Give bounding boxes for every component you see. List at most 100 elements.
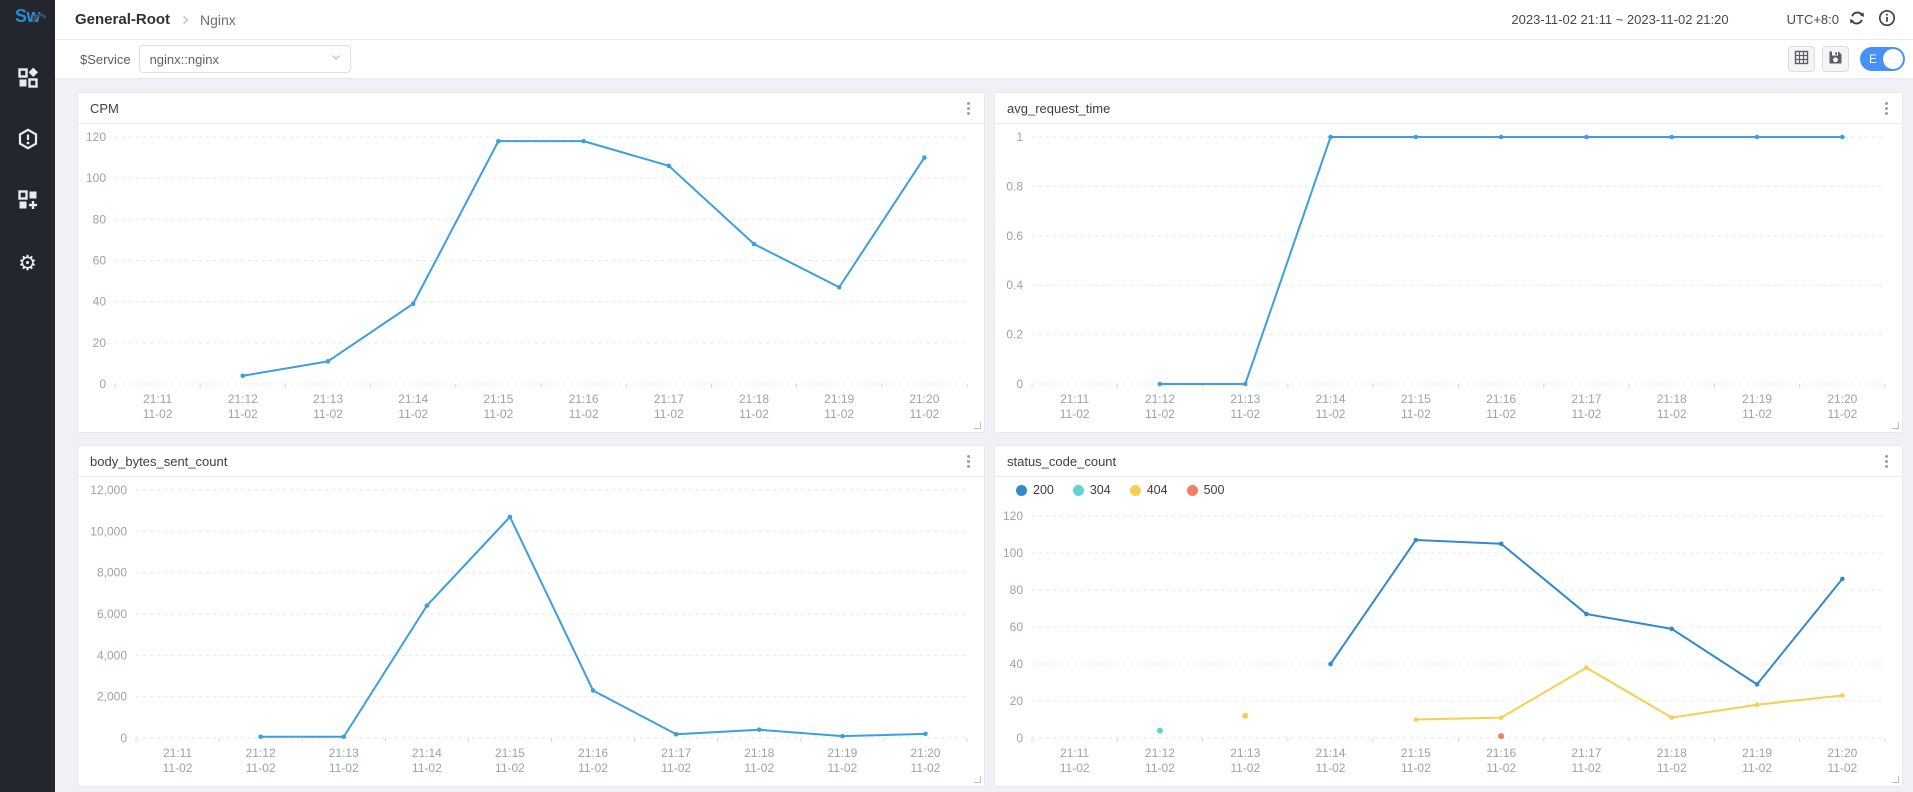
breadcrumb-root[interactable]: General-Root: [75, 11, 171, 28]
layout-grid-button[interactable]: [1788, 46, 1815, 72]
svg-text:11-02: 11-02: [412, 761, 442, 775]
svg-text:120: 120: [86, 130, 106, 144]
resize-handle[interactable]: [1892, 422, 1899, 429]
chart-status-code-count[interactable]: 0 20 40 60 80 100 120 21:11 11-02 21:12 11-02 21:13…: [995, 503, 1901, 785]
svg-text:21:11: 21:11: [143, 392, 172, 406]
legend-item-500[interactable]: 500: [1186, 483, 1225, 497]
grid-icon: [1794, 50, 1809, 68]
chart-body-bytes-sent-count[interactable]: 0 2,000 4,000 6,000 8,000 10,000 12,000 21:11 11…: [78, 477, 983, 785]
svg-text:1: 1: [1016, 130, 1023, 144]
svg-text:21:20: 21:20: [909, 392, 939, 406]
panel-menu-button[interactable]: [1881, 451, 1892, 472]
svg-text:6,000: 6,000: [97, 607, 127, 621]
info-icon: [1878, 9, 1896, 30]
svg-text:11-02: 11-02: [1827, 407, 1857, 421]
svg-text:10,000: 10,000: [90, 524, 127, 538]
time-range-picker[interactable]: 2023-11-02 21:11 ~ 2023-11-02 21:20: [1511, 12, 1729, 27]
sidebar-item-marketplace[interactable]: [0, 182, 55, 222]
svg-text:11-02: 11-02: [1230, 407, 1260, 421]
svg-text:11-02: 11-02: [1145, 761, 1175, 775]
svg-text:21:19: 21:19: [1742, 746, 1772, 760]
legend-label: 500: [1203, 483, 1225, 497]
legend-label: 200: [1033, 483, 1054, 497]
edit-mode-toggle[interactable]: E: [1860, 47, 1905, 71]
svg-text:0.6: 0.6: [1006, 229, 1023, 243]
info-button[interactable]: [1875, 8, 1899, 32]
svg-text:11-02: 11-02: [1657, 407, 1687, 421]
chart-cpm[interactable]: 0 20 40 60 80 100 120 21:11 11-02 21:12 11-02 21:13…: [78, 124, 983, 431]
svg-text:11-02: 11-02: [1145, 407, 1175, 421]
svg-text:11-02: 11-02: [163, 761, 193, 775]
sidebar-item-alerting[interactable]: [0, 121, 55, 161]
svg-text:21:14: 21:14: [412, 746, 442, 760]
resize-handle[interactable]: [1892, 776, 1899, 783]
svg-text:0: 0: [1016, 731, 1023, 745]
svg-text:21:11: 21:11: [1060, 392, 1089, 406]
svg-text:21:20: 21:20: [1827, 392, 1857, 406]
svg-text:11-02: 11-02: [1657, 761, 1687, 775]
svg-text:21:19: 21:19: [827, 746, 857, 760]
svg-text:21:18: 21:18: [1657, 392, 1687, 406]
chart-avg-request-time[interactable]: 0 0.2 0.4 0.6 0.8 1 21:11 11-02 21:12 11-02 21:13 1…: [995, 124, 1901, 431]
svg-text:0: 0: [120, 731, 127, 745]
svg-text:21:12: 21:12: [1145, 746, 1175, 760]
legend-item-200[interactable]: 200: [1016, 483, 1054, 497]
panel-menu-button[interactable]: [1881, 98, 1892, 119]
app-logo[interactable]: Sw: [0, 6, 55, 36]
svg-text:11-02: 11-02: [398, 407, 428, 421]
timezone-label[interactable]: UTC+8:0: [1786, 12, 1839, 27]
svg-text:12,000: 12,000: [90, 483, 127, 497]
resize-handle[interactable]: [974, 422, 981, 429]
svg-text:8,000: 8,000: [97, 566, 127, 580]
svg-text:0.8: 0.8: [1006, 179, 1023, 193]
svg-text:11-02: 11-02: [483, 407, 513, 421]
panel-menu-button[interactable]: [963, 98, 974, 119]
service-select[interactable]: nginx::nginx: [138, 45, 351, 73]
svg-text:11-02: 11-02: [329, 761, 359, 775]
panel-body-bytes-sent-count: body_bytes_sent_count 0 2,000 4,000 6,000 8,…: [77, 445, 985, 787]
svg-text:21:18: 21:18: [744, 746, 774, 760]
svg-text:21:17: 21:17: [1571, 746, 1601, 760]
svg-text:21:11: 21:11: [163, 746, 192, 760]
floppy-disk-icon: [1828, 50, 1843, 68]
svg-text:21:14: 21:14: [1316, 746, 1346, 760]
panel-title: body_bytes_sent_count: [90, 453, 228, 469]
chevron-down-icon: [330, 50, 342, 68]
svg-text:11-02: 11-02: [654, 407, 684, 421]
svg-text:11-02: 11-02: [1486, 761, 1516, 775]
svg-text:0: 0: [1016, 377, 1023, 391]
svg-text:21:12: 21:12: [246, 746, 276, 760]
svg-text:21:15: 21:15: [1401, 746, 1431, 760]
panel-title: CPM: [90, 100, 119, 116]
svg-text:21:12: 21:12: [1145, 392, 1175, 406]
sidebar-item-settings[interactable]: ⚙: [0, 243, 55, 283]
svg-text:4,000: 4,000: [97, 648, 127, 662]
svg-text:11-02: 11-02: [1316, 407, 1346, 421]
legend-dot: [1016, 484, 1027, 496]
svg-text:11-02: 11-02: [1742, 761, 1772, 775]
panel-header: status_code_count: [995, 446, 1902, 477]
panel-avg-request-time: avg_request_time 0 0.2 0.4 0.6 0.8 1 21:11 11-0…: [994, 92, 1903, 433]
topbar-controls: 2023-11-02 21:11 ~ 2023-11-02 21:20 UTC+…: [1511, 8, 1899, 32]
save-button[interactable]: [1822, 46, 1849, 72]
svg-text:0: 0: [99, 377, 106, 391]
logo-swoosh-icon: [31, 7, 47, 28]
panel-menu-button[interactable]: [963, 451, 974, 472]
panel-title: avg_request_time: [1007, 100, 1111, 116]
legend-item-304[interactable]: 304: [1072, 483, 1111, 497]
legend-item-404[interactable]: 404: [1129, 483, 1168, 497]
legend-dot: [1129, 484, 1141, 496]
svg-text:11-02: 11-02: [1316, 761, 1346, 775]
svg-text:11-02: 11-02: [827, 761, 857, 775]
panel-header: body_bytes_sent_count: [78, 446, 984, 477]
resize-handle[interactable]: [974, 776, 981, 783]
svg-text:21:16: 21:16: [1486, 746, 1516, 760]
panel-header: avg_request_time: [995, 93, 1902, 124]
breadcrumb: General-Root Nginx: [75, 11, 236, 28]
svg-text:21:13: 21:13: [1230, 746, 1260, 760]
svg-text:21:19: 21:19: [824, 392, 854, 406]
sidebar-item-dashboards[interactable]: [0, 60, 55, 100]
svg-text:11-02: 11-02: [1486, 407, 1516, 421]
refresh-button[interactable]: [1845, 8, 1869, 32]
widgets-plus-icon: [17, 189, 39, 216]
